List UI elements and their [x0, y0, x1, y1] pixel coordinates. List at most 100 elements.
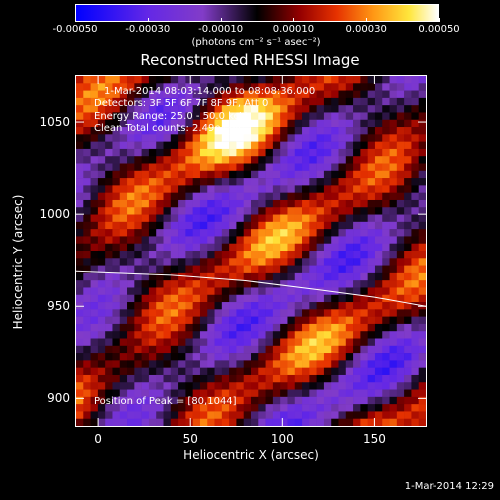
- image-pixel: [309, 192, 317, 201]
- image-pixel: [374, 331, 383, 339]
- image-pixel: [316, 141, 325, 150]
- image-pixel: [360, 287, 368, 296]
- image-pixel: [353, 418, 361, 426]
- image-pixel: [360, 360, 368, 368]
- image-pixel: [76, 243, 84, 252]
- image-pixel: [141, 272, 150, 281]
- image-pixel: [287, 141, 296, 150]
- image-pixel: [214, 141, 223, 150]
- image-pixel: [141, 76, 150, 84]
- image-pixel: [258, 199, 266, 208]
- image-pixel: [141, 236, 150, 245]
- image-pixel: [345, 418, 354, 426]
- image-pixel: [141, 243, 150, 252]
- image-pixel: [192, 229, 201, 237]
- image-pixel: [199, 221, 208, 230]
- image-pixel: [316, 323, 325, 332]
- image-pixel: [134, 251, 142, 259]
- image-pixel: [178, 199, 186, 208]
- image-pixel: [404, 287, 412, 296]
- image-pixel: [105, 97, 113, 106]
- image-pixel: [389, 192, 398, 201]
- y-axis-label: Heliocentric Y (arcsec): [11, 194, 25, 330]
- image-pixel: [163, 374, 172, 383]
- image-pixel: [199, 251, 208, 259]
- image-pixel: [294, 199, 303, 208]
- image-pixel: [97, 76, 106, 84]
- image-pixel: [221, 323, 230, 332]
- image-pixel: [192, 97, 201, 106]
- image-pixel: [367, 119, 376, 128]
- image-pixel: [345, 97, 354, 106]
- image-pixel: [156, 97, 164, 106]
- image-pixel: [272, 83, 281, 91]
- image-pixel: [127, 367, 135, 376]
- image-pixel: [199, 367, 208, 376]
- image-pixel: [192, 236, 201, 245]
- image-pixel: [251, 221, 259, 230]
- image-pixel: [236, 112, 245, 121]
- image-pixel: [148, 382, 157, 390]
- image-pixel: [338, 331, 347, 339]
- image-pixel: [185, 396, 193, 405]
- image-pixel: [251, 294, 259, 303]
- image-pixel: [229, 221, 237, 230]
- image-pixel: [353, 396, 361, 405]
- image-pixel: [389, 229, 398, 237]
- image-pixel: [323, 243, 332, 252]
- image-pixel: [418, 192, 426, 201]
- image-pixel: [127, 360, 135, 368]
- image-pixel: [382, 316, 390, 325]
- image-pixel: [345, 272, 354, 281]
- image-pixel: [192, 280, 201, 288]
- image-pixel: [309, 389, 317, 398]
- image-pixel: [134, 382, 142, 390]
- image-pixel: [199, 353, 208, 361]
- image-pixel: [316, 83, 325, 91]
- image-pixel: [418, 374, 426, 383]
- image-pixel: [258, 389, 266, 398]
- image-pixel: [83, 331, 91, 339]
- image-pixel: [141, 323, 150, 332]
- image-pixel: [396, 323, 405, 332]
- image-pixel: [353, 90, 361, 99]
- image-pixel: [331, 302, 339, 310]
- image-pixel: [185, 221, 193, 230]
- image-pixel: [207, 280, 215, 288]
- image-pixel: [134, 170, 142, 179]
- image-pixel: [76, 360, 84, 368]
- image-pixel: [163, 112, 172, 121]
- image-pixel: [229, 338, 237, 347]
- image-pixel: [411, 265, 420, 274]
- image-pixel: [141, 127, 150, 135]
- image-pixel: [170, 148, 179, 157]
- image-pixel: [127, 251, 135, 259]
- image-pixel: [418, 360, 426, 368]
- image-pixel: [90, 345, 99, 354]
- image-pixel: [287, 396, 296, 405]
- image-pixel: [396, 207, 405, 215]
- image-pixel: [199, 134, 208, 142]
- image-pixel: [76, 76, 84, 84]
- image-pixel: [353, 411, 361, 420]
- image-pixel: [148, 309, 157, 317]
- colorbar-tick-mark: [293, 18, 295, 22]
- image-pixel: [251, 199, 259, 208]
- image-pixel: [396, 309, 405, 317]
- image-pixel: [323, 148, 332, 157]
- image-pixel: [411, 229, 420, 237]
- image-pixel: [272, 148, 281, 157]
- image-pixel: [404, 214, 412, 223]
- image-pixel: [90, 323, 99, 332]
- colorbar-tick-mark: [439, 18, 440, 22]
- image-pixel: [309, 141, 317, 150]
- image-pixel: [83, 243, 91, 252]
- image-pixel: [83, 134, 91, 142]
- image-pixel: [389, 76, 398, 84]
- image-pixel: [411, 112, 420, 121]
- image-pixel: [83, 207, 91, 215]
- energy-range-label: Energy Range: 25.0 - 50.0 keV: [94, 111, 247, 122]
- image-pixel: [353, 309, 361, 317]
- image-pixel: [251, 265, 259, 274]
- image-pixel: [127, 389, 135, 398]
